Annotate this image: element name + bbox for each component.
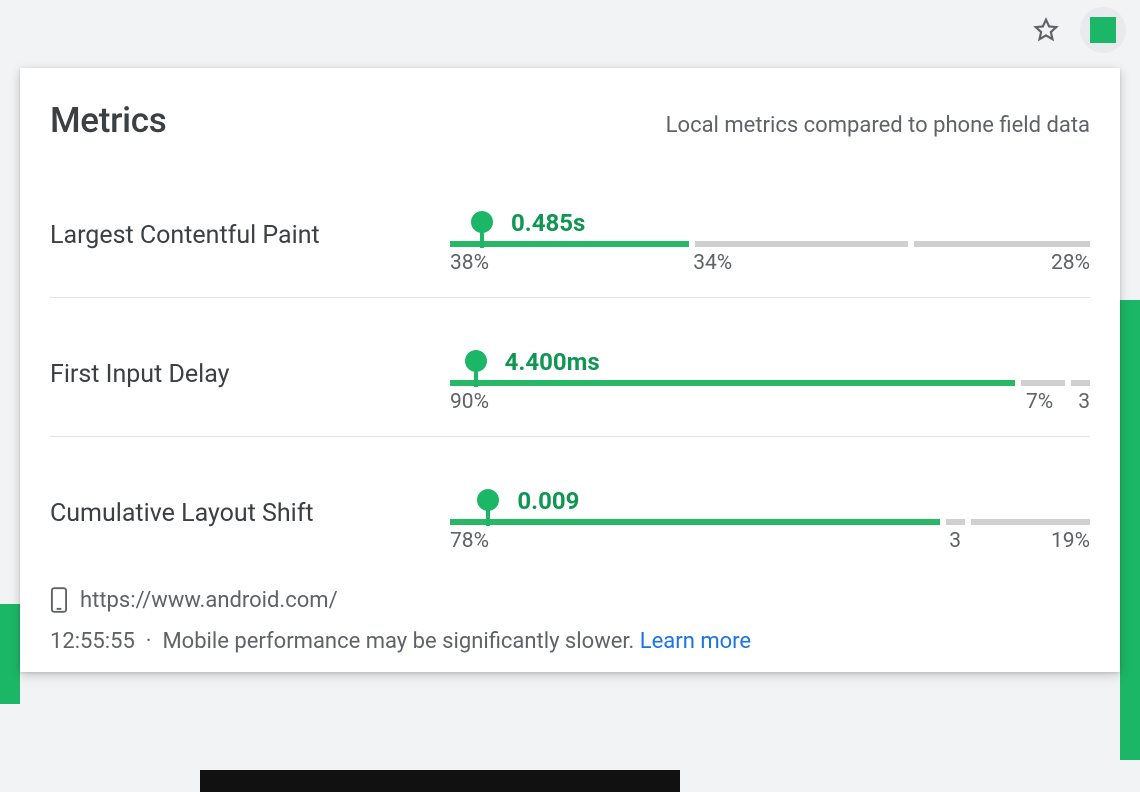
metric-row: Cumulative Layout Shift78%319%0.009 bbox=[50, 489, 1090, 557]
gauge-segment-labels: 78% 3 19% bbox=[450, 529, 1090, 555]
extension-badge[interactable] bbox=[1080, 7, 1126, 53]
gauge-segment-label: 3 bbox=[1078, 390, 1090, 414]
gauge-segment bbox=[450, 380, 1015, 386]
browser-toolbar bbox=[0, 0, 1140, 60]
gauge-segment bbox=[450, 519, 940, 525]
panel-header: Metrics Local metrics compared to phone … bbox=[50, 100, 1090, 141]
footer-message: Mobile performance may be significantly … bbox=[162, 629, 634, 654]
panel-title: Metrics bbox=[50, 100, 167, 141]
metric-name: Cumulative Layout Shift bbox=[50, 499, 450, 528]
gauge-segment-label: 34% bbox=[693, 251, 732, 275]
learn-more-link[interactable]: Learn more bbox=[640, 629, 751, 654]
webvitals-panel: Metrics Local metrics compared to phone … bbox=[20, 68, 1120, 672]
footer-timestamp: 12:55:55 bbox=[50, 629, 135, 654]
gauge-track bbox=[450, 241, 1090, 247]
gauge-segment bbox=[914, 241, 1090, 247]
gauge-segment-label: 90% bbox=[450, 390, 489, 414]
gauge-segment-label: 3 bbox=[949, 529, 961, 553]
gauge-segment bbox=[1071, 380, 1090, 386]
metric-name: First Input Delay bbox=[50, 360, 450, 389]
marker-stem bbox=[480, 232, 484, 248]
phone-icon bbox=[50, 587, 68, 613]
bookmark-star-button[interactable] bbox=[1030, 14, 1062, 46]
metric-value: 0.009 bbox=[517, 487, 579, 515]
gauge-marker: 4.400ms bbox=[465, 350, 487, 387]
footer-message-row: 12:55:55 · Mobile performance may be sig… bbox=[50, 629, 1090, 654]
gauge-marker: 0.485s bbox=[471, 211, 493, 248]
gauge-segment-label: 7% bbox=[1026, 390, 1053, 414]
marker-pin-icon bbox=[477, 489, 499, 511]
gauge-segment-label: 78% bbox=[450, 529, 489, 553]
metric-row: First Input Delay90%7%34.400ms bbox=[50, 350, 1090, 437]
panel-subtitle: Local metrics compared to phone field da… bbox=[666, 113, 1090, 138]
background-accent-right bbox=[1120, 300, 1140, 760]
footer-url-row: https://www.android.com/ bbox=[50, 587, 1090, 613]
footer-separator: · bbox=[146, 629, 152, 654]
footer-url: https://www.android.com/ bbox=[80, 588, 338, 613]
gauge-segment bbox=[946, 519, 965, 525]
metric-value: 4.400ms bbox=[505, 348, 600, 376]
gauge-segment bbox=[1021, 380, 1065, 386]
metric-row: Largest Contentful Paint38%34%28%0.485s bbox=[50, 211, 1090, 298]
marker-stem bbox=[486, 510, 490, 526]
metric-gauge: 90%7%34.400ms bbox=[450, 350, 1090, 398]
gauge-segment-label: 19% bbox=[1051, 529, 1090, 553]
gauge-segment-labels: 38% 34% 28% bbox=[450, 251, 1090, 277]
gauge-track bbox=[450, 380, 1090, 386]
gauge-track bbox=[450, 519, 1090, 525]
gauge-segment-label: 28% bbox=[1051, 251, 1090, 275]
gauge-segment bbox=[971, 519, 1090, 525]
marker-pin-icon bbox=[465, 350, 487, 372]
gauge-marker: 0.009 bbox=[477, 489, 499, 526]
gauge-segment-label: 38% bbox=[450, 251, 489, 275]
metric-gauge: 38%34%28%0.485s bbox=[450, 211, 1090, 259]
background-accent-left bbox=[0, 604, 20, 704]
background-dark-strip bbox=[200, 770, 680, 792]
gauge-segment-labels: 90% 7% 3 bbox=[450, 390, 1090, 416]
marker-stem bbox=[474, 371, 478, 387]
marker-pin-icon bbox=[471, 211, 493, 233]
metric-value: 0.485s bbox=[511, 209, 585, 237]
gauge-segment bbox=[695, 241, 909, 247]
extension-status-icon bbox=[1090, 17, 1116, 43]
metric-name: Largest Contentful Paint bbox=[50, 221, 450, 250]
star-icon bbox=[1033, 17, 1059, 43]
metric-gauge: 78%319%0.009 bbox=[450, 489, 1090, 537]
